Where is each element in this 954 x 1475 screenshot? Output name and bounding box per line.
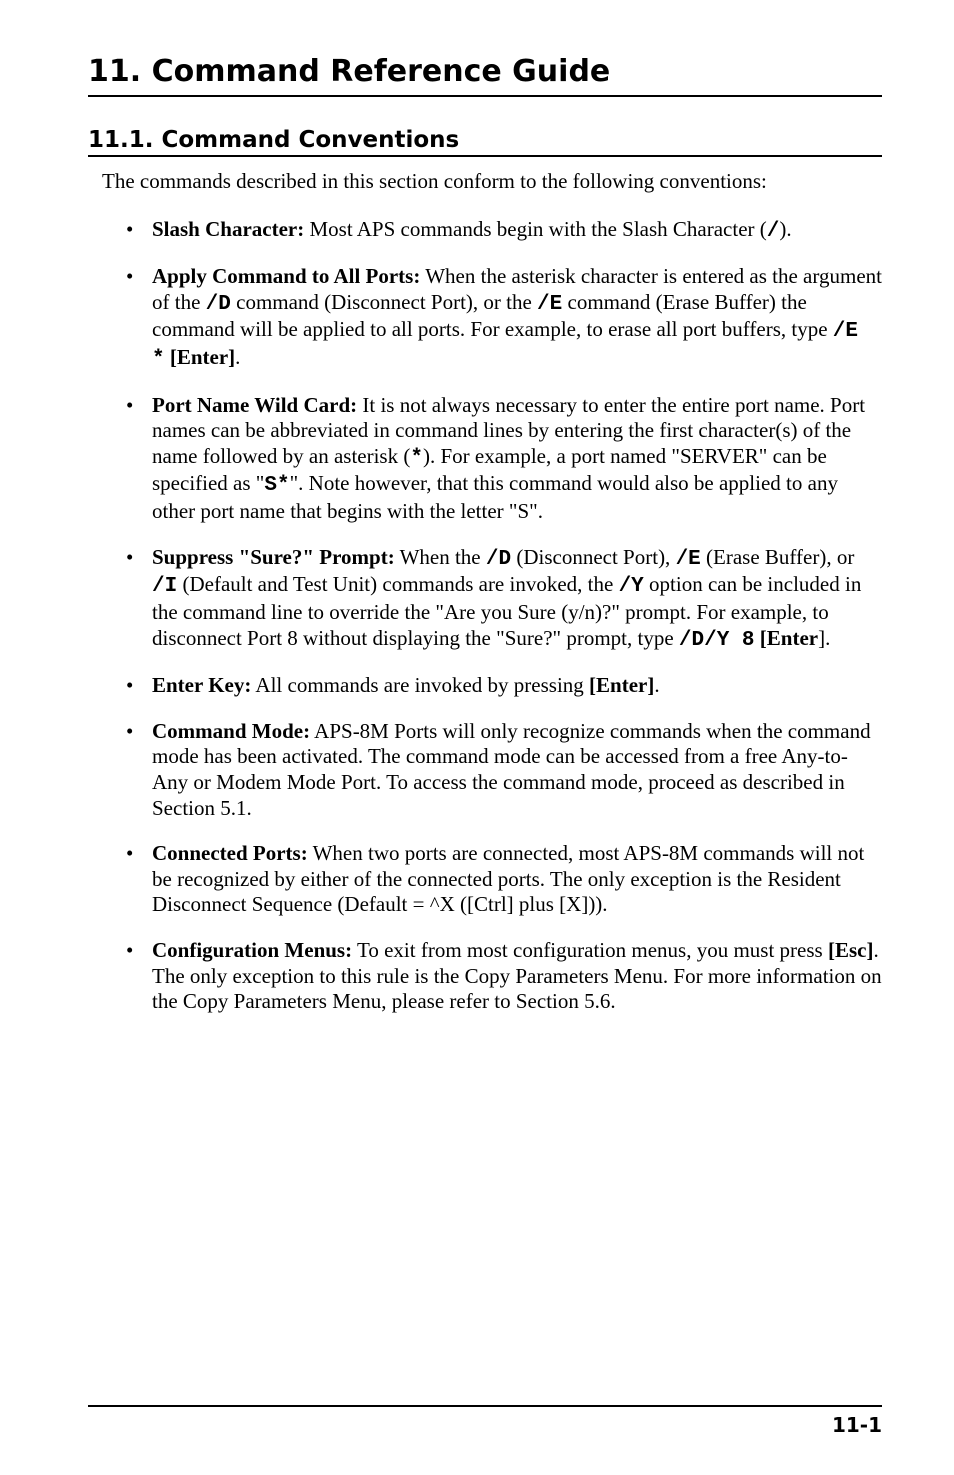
page-number: 11-1 <box>88 1413 882 1437</box>
list-item: Apply Command to All Ports: When the ast… <box>126 264 882 372</box>
bullet-lead: Enter Key: <box>152 673 251 697</box>
list-item: Suppress "Sure?" Prompt: When the /D (Di… <box>126 545 882 653</box>
intro-paragraph: The commands described in this section c… <box>102 169 882 195</box>
inline-bold: [Enter] <box>589 673 654 697</box>
inline-code: / <box>767 220 780 243</box>
footer-rule <box>88 1405 882 1407</box>
bullet-text: (Default and Test Unit) commands are inv… <box>177 572 618 596</box>
inline-bold: [Enter <box>760 626 818 650</box>
chapter-rule <box>88 95 882 97</box>
bullet-lead: Slash Character: <box>152 217 304 241</box>
list-item: Port Name Wild Card: It is not always ne… <box>126 393 882 525</box>
bullet-text: When the <box>395 545 486 569</box>
bullet-lead: Suppress "Sure?" Prompt: <box>152 545 395 569</box>
inline-code: * <box>410 447 423 470</box>
bullet-text: Most APS commands begin with the Slash C… <box>304 217 767 241</box>
bullet-lead: Connected Ports: <box>152 841 308 865</box>
bullet-text: All commands are invoked by pressing <box>251 673 589 697</box>
bullet-text: command (Disconnect Port), or the <box>231 290 537 314</box>
list-item: Connected Ports: When two ports are conn… <box>126 841 882 918</box>
bullet-text: ]. <box>818 626 830 650</box>
inline-bold: [Enter] <box>170 345 235 369</box>
bullet-text: To exit from most configuration menus, y… <box>352 938 828 962</box>
bullet-text: . <box>235 345 240 369</box>
section-rule <box>88 155 882 157</box>
bullet-lead: Port Name Wild Card: <box>152 393 357 417</box>
inline-code: /D/Y 8 <box>679 629 755 652</box>
chapter-title: 11. Command Reference Guide <box>88 54 882 89</box>
list-item: Configuration Menus: To exit from most c… <box>126 938 882 1015</box>
section-number: 11.1. <box>88 127 154 153</box>
inline-code: /E <box>537 293 562 316</box>
list-item: Command Mode: APS-8M Ports will only rec… <box>126 719 882 821</box>
bullet-lead: Command Mode: <box>152 719 310 743</box>
inline-code: /D <box>486 548 511 571</box>
section-title: 11.1. Command Conventions <box>88 127 882 153</box>
bullet-text: (Disconnect Port), <box>511 545 675 569</box>
list-item: Enter Key: All commands are invoked by p… <box>126 673 882 699</box>
inline-code: /I <box>152 575 177 598</box>
bullet-lead: Configuration Menus: <box>152 938 352 962</box>
page-footer: 11-1 <box>88 1405 882 1437</box>
bullet-text: . <box>654 673 659 697</box>
list-item: Slash Character: Most APS commands begin… <box>126 217 882 245</box>
bullet-lead: Apply Command to All Ports: <box>152 264 420 288</box>
bullet-text: ). <box>779 217 791 241</box>
inline-code: S* <box>264 474 289 497</box>
section-title-text: Command Conventions <box>162 127 460 153</box>
inline-code: /Y <box>619 575 644 598</box>
bullet-list: Slash Character: Most APS commands begin… <box>126 217 882 1015</box>
bullet-text: (Erase Buffer), or <box>701 545 855 569</box>
inline-code: /E <box>676 548 701 571</box>
inline-code: /D <box>206 293 231 316</box>
inline-bold: [Esc] <box>828 938 874 962</box>
